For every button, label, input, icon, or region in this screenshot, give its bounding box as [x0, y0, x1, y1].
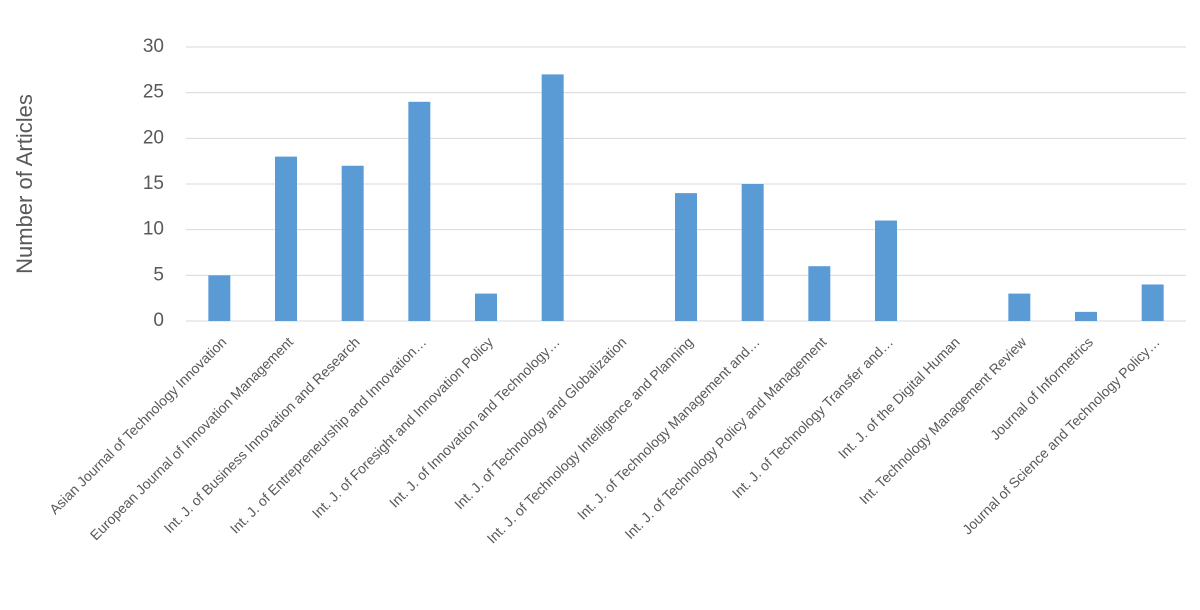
y-tick-label: 25	[143, 82, 164, 103]
y-tick-label: 10	[143, 219, 164, 240]
bar	[808, 266, 831, 321]
bar	[1075, 311, 1097, 321]
y-tick-label: 15	[143, 173, 164, 194]
y-tick-label: 0	[153, 310, 164, 331]
bar	[875, 220, 897, 321]
y-axis-title: Number of Articles	[12, 94, 37, 274]
bar	[208, 275, 231, 321]
bar	[1008, 293, 1031, 321]
y-tick-label: 5	[153, 264, 164, 285]
bar	[341, 165, 364, 321]
bar	[408, 101, 431, 321]
bar	[1141, 284, 1164, 321]
bar	[741, 184, 764, 321]
bar	[275, 156, 297, 321]
x-tick-label: Int. J. of the Digital Human	[835, 334, 963, 462]
bar	[475, 293, 497, 321]
bar	[541, 74, 564, 322]
y-tick-label: 30	[143, 36, 164, 57]
y-tick-label: 20	[143, 127, 164, 148]
bar	[675, 193, 697, 321]
